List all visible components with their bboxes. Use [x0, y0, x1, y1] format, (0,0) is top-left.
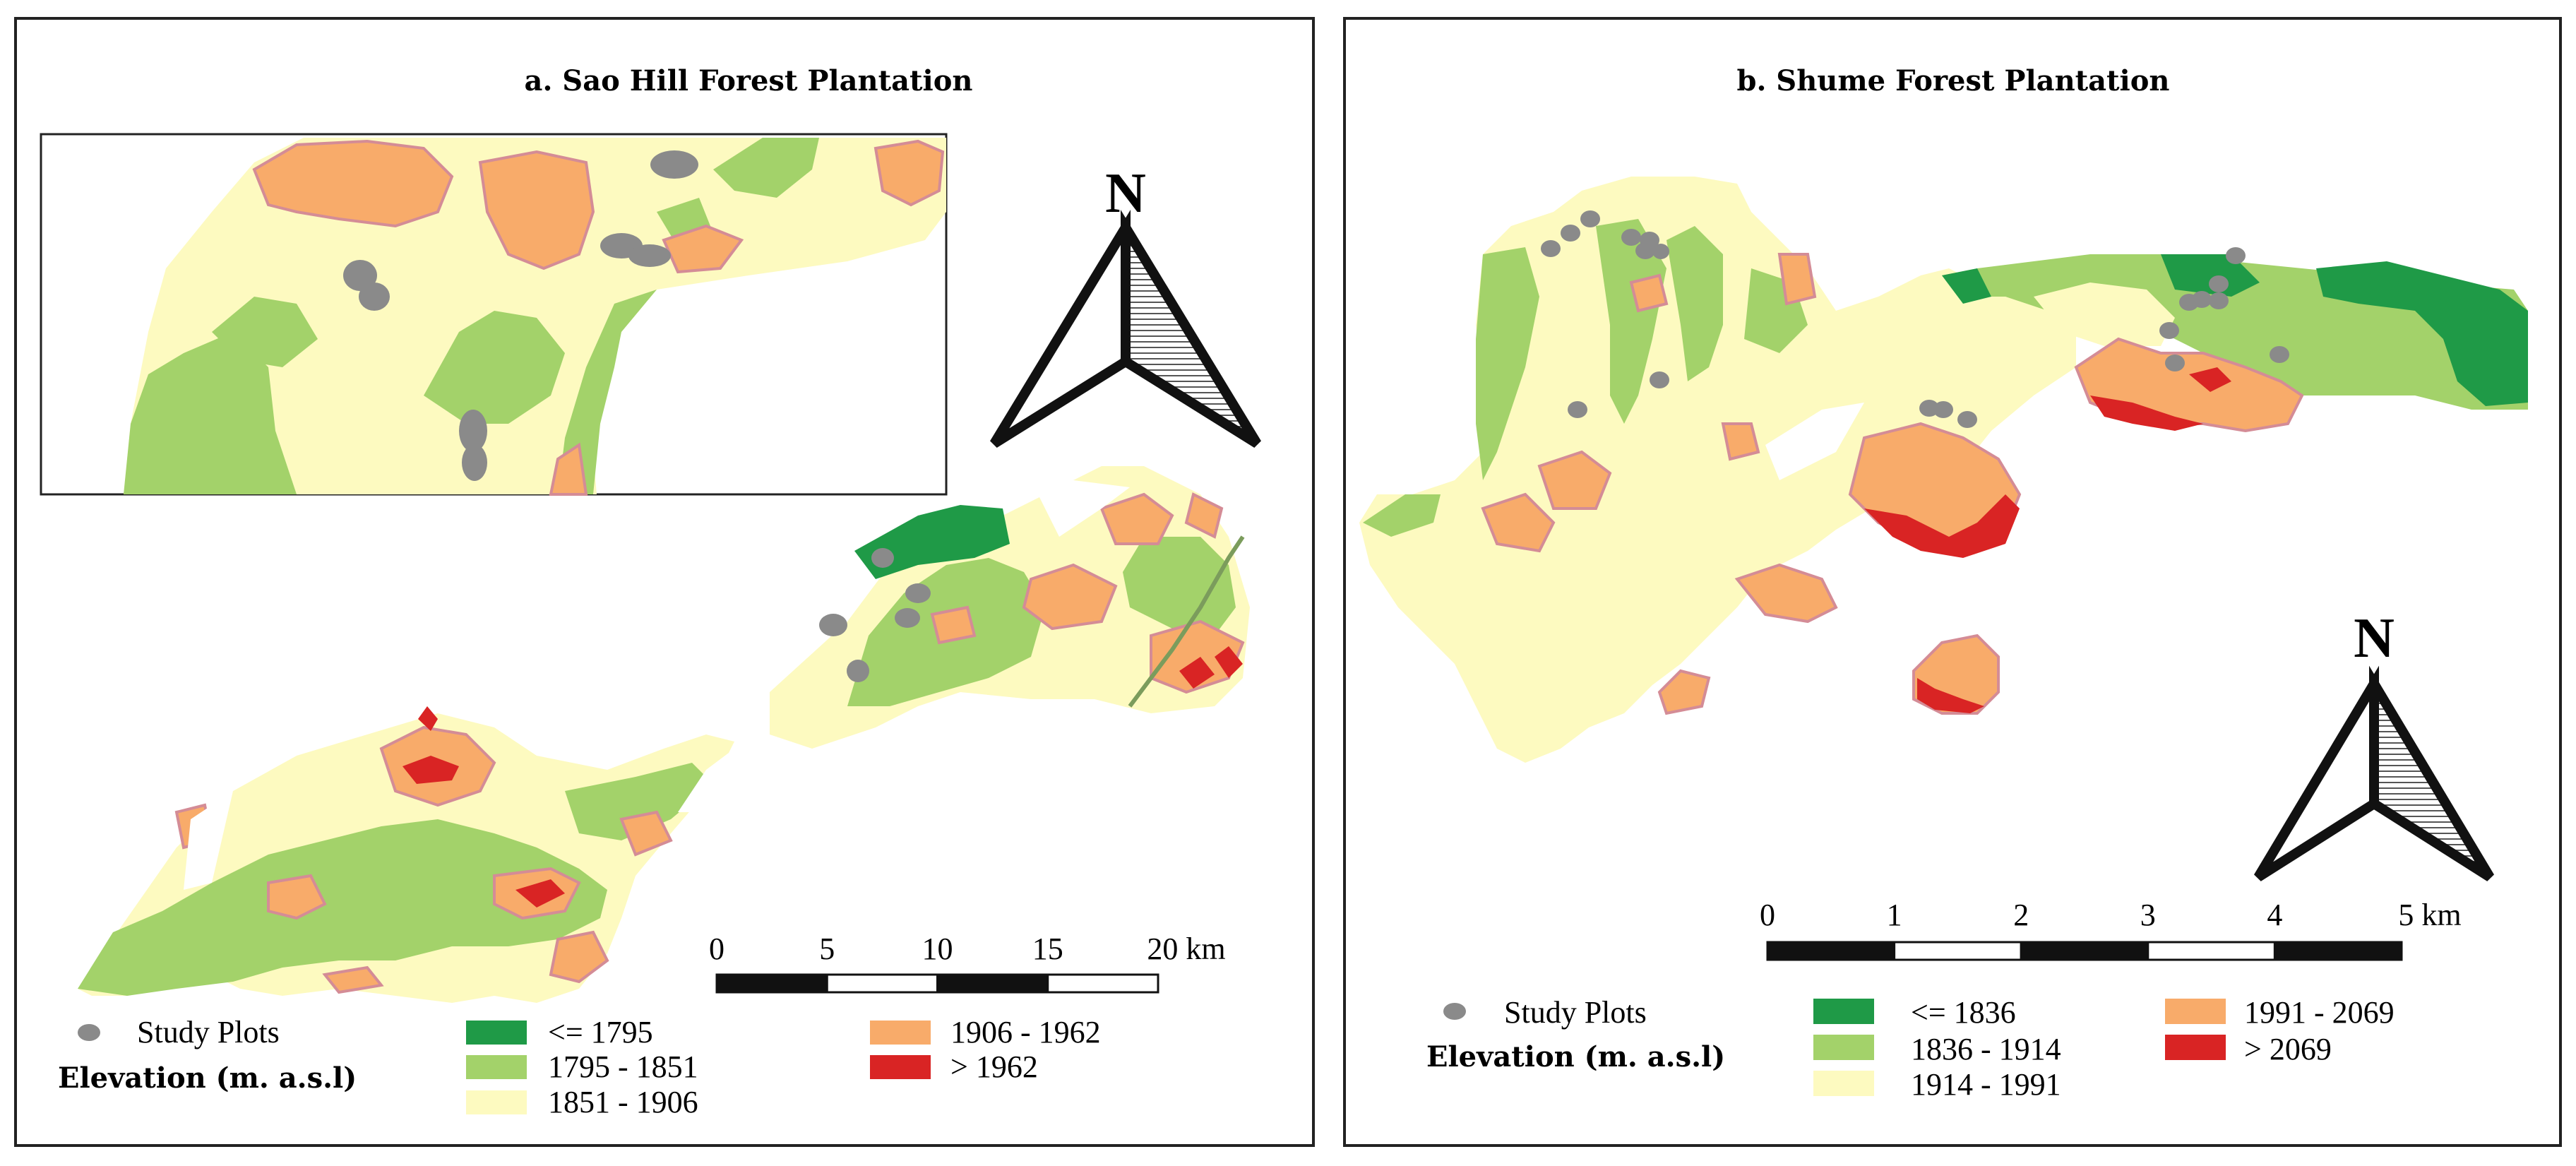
panel-a-north-arrow: N: [990, 162, 1261, 448]
legend-class-5: > 2069: [2244, 1032, 2332, 1066]
legend-swatch-3: [1813, 1071, 1874, 1096]
scale-segment: [2147, 941, 2276, 961]
panel-b-scale-bar: 0 1 2 3 4 5 km: [1760, 898, 2462, 961]
panel-b-map: [1359, 177, 2528, 763]
legend-swatch-4: [870, 1021, 931, 1045]
panel-a-legend: Study Plots Elevation (m. a.s.l) <= 1795…: [58, 1015, 1101, 1119]
scale-segment: [1766, 941, 1896, 961]
legend-class-5: > 1962: [950, 1049, 1038, 1084]
legend-swatch-4: [2165, 999, 2226, 1024]
scale-tick-label: 15: [1032, 932, 1063, 966]
legend-class-4: 1991 - 2069: [2244, 995, 2395, 1030]
legend-class-3: 1914 - 1991: [1911, 1067, 2061, 1102]
panel-b-north-arrow: N: [2253, 607, 2495, 881]
scale-segment: [936, 973, 1049, 994]
svg-text:N: N: [2354, 607, 2395, 670]
legend-class-2: 1795 - 1851: [548, 1049, 698, 1084]
scale-tick-label: 10: [922, 932, 953, 966]
study-plot-symbol: [78, 1024, 100, 1041]
study-plot-symbol: [1443, 1003, 1466, 1020]
panel-b-title: b. Shume Forest Plantation: [1736, 64, 2169, 97]
scale-tick-label: 3: [2140, 898, 2156, 932]
scale-segment: [1893, 941, 2022, 961]
scale-segment: [825, 973, 938, 994]
scale-segment: [2020, 941, 2149, 961]
scale-segment: [1046, 973, 1159, 994]
legend-swatch-2: [466, 1055, 527, 1079]
legend-class-4: 1906 - 1962: [950, 1015, 1101, 1049]
svg-text:N: N: [1105, 162, 1146, 225]
scale-tick-label: 0: [709, 932, 724, 966]
scale-segment: [2273, 941, 2403, 961]
panel-a-title: a. Sao Hill Forest Plantation: [525, 64, 973, 97]
legend-swatch-1: [1813, 999, 1874, 1024]
legend-swatch-5: [2165, 1035, 2226, 1060]
legend-swatch-1: [466, 1021, 527, 1045]
panel-a-main-map: [78, 466, 1250, 1003]
legend-swatch-2: [1813, 1035, 1874, 1060]
panel-a-scale-bar: 0 5 10 15 20 km: [709, 932, 1226, 994]
legend-class-1: <= 1836: [1911, 995, 2016, 1030]
panel-a: a. Sao Hill Forest Plantation: [14, 17, 1315, 1147]
scale-segment: [715, 973, 828, 994]
panel-a-inset-map: [40, 133, 948, 496]
scale-tick-label: 1: [1887, 898, 1902, 932]
legend-study-plots: Study Plots: [1504, 995, 1647, 1030]
legend-elevation-label: Elevation (m. a.s.l): [1426, 1040, 1725, 1073]
scale-tick-label: 4: [2267, 898, 2282, 932]
legend-class-2: 1836 - 1914: [1911, 1032, 2061, 1066]
scale-tick-label: 0: [1760, 898, 1775, 932]
panel-b-legend: Study Plots Elevation (m. a.s.l) <= 1836…: [1426, 995, 2395, 1102]
scale-tick-label: 5: [819, 932, 835, 966]
legend-study-plots: Study Plots: [137, 1015, 280, 1049]
legend-swatch-5: [870, 1055, 931, 1079]
scale-tick-label: 5 km: [2398, 898, 2461, 932]
scale-tick-label: 20 km: [1147, 932, 1225, 966]
legend-swatch-3: [466, 1090, 527, 1114]
scale-tick-label: 2: [2013, 898, 2029, 932]
legend-elevation-label: Elevation (m. a.s.l): [58, 1061, 357, 1095]
panel-b: b. Shume Forest Plantation: [1343, 17, 2562, 1147]
legend-class-1: <= 1795: [548, 1015, 653, 1049]
legend-class-3: 1851 - 1906: [548, 1085, 698, 1119]
